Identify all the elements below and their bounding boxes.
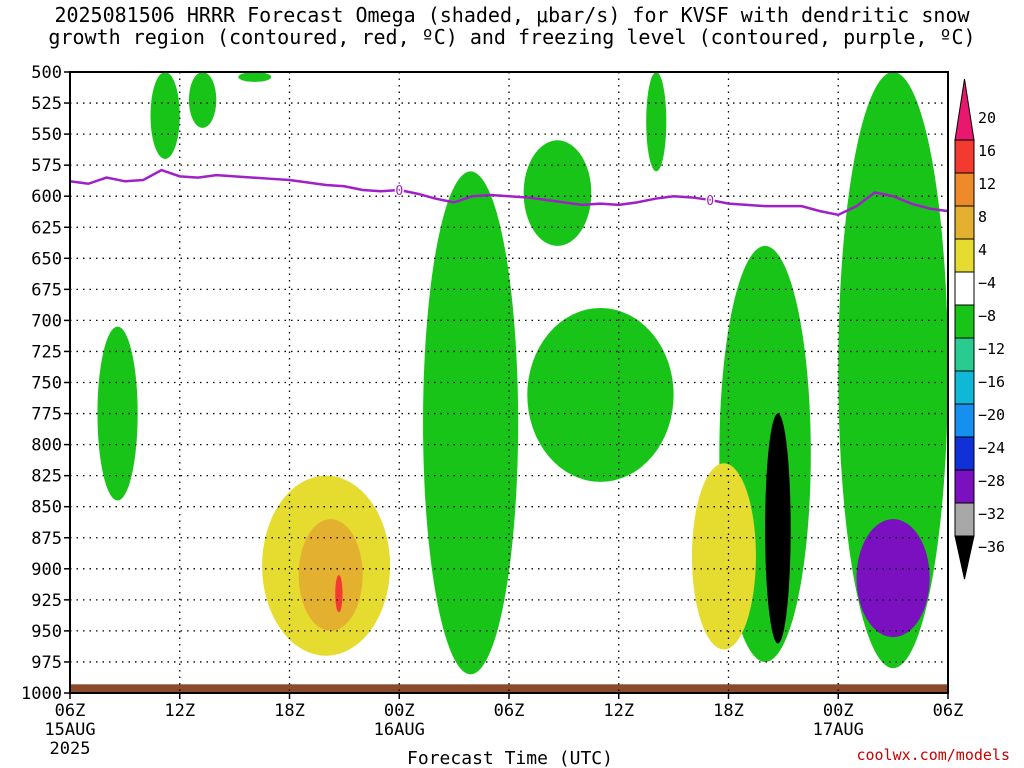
colorbar-swatch [954,205,975,240]
y-tick-label: 850 [31,498,62,518]
y-tick-label: 750 [31,374,62,394]
omega-region-5 [523,140,592,246]
y-tick-label: 700 [31,311,62,331]
colorbar-swatch [954,139,975,174]
y-tick-label: 975 [31,653,62,673]
colorbar-label: −32 [978,505,1005,523]
chart-title: 2025081506 HRRR Forecast Omega (shaded, … [48,3,976,49]
x-tick-label: 06Z [933,701,964,721]
x-tick-label: 06Z [55,701,86,721]
omega-region-6 [527,307,674,482]
colorbar-label: −28 [978,472,1005,490]
x-tick-label: 00Z [384,701,415,721]
x-tick-label: 12Z [164,701,195,721]
colorbar-swatch [954,337,975,372]
x-tick-label: 06Z [494,701,525,721]
y-tick-label: 525 [31,94,62,114]
y-tick-label: 625 [31,218,62,238]
omega-region-0 [97,326,138,501]
omega-region-9 [838,72,948,669]
omega-region-12 [335,575,343,613]
x-tick-label: 18Z [274,701,305,721]
omega-region-3 [238,72,272,82]
colorbar-label: 12 [978,175,996,193]
omega-region-13 [691,463,756,650]
y-tick-label: 825 [31,467,62,487]
y-tick-label: 500 [31,63,62,83]
y-tick-label: 875 [31,529,62,549]
colorbar-swatch [954,502,975,537]
y-tick-label: 575 [31,156,62,176]
omega-region-14 [765,413,791,644]
freezing-level-line [69,168,949,217]
freezing-level-label: 0 [395,184,403,199]
colorbar-swatch [954,436,975,471]
colorbar-swatch [954,370,975,405]
x-axis-label: Forecast Time (UTC) [407,748,613,768]
credit-text: coolwx.com/models [856,746,1010,764]
x-tick-label: 12Z [603,701,634,721]
y-tick-label: 600 [31,187,62,207]
y-tick-label: 800 [31,436,62,456]
omega-region-15 [856,519,930,638]
colorbar-swatch [954,304,975,339]
colorbar-swatch [954,238,975,273]
colorbar-label: 4 [978,241,987,259]
x-date-label: 16AUG [374,720,425,740]
y-tick-label: 950 [31,622,62,642]
y-tick-label: 675 [31,280,62,300]
colorbar-label: −16 [978,373,1005,391]
colorbar-label: −20 [978,406,1005,424]
colorbar-swatch [954,403,975,438]
x-tick-label: 00Z [823,701,854,721]
y-tick-label: 775 [31,405,62,425]
colorbar-label: 20 [978,109,996,127]
colorbar-label: −24 [978,439,1005,457]
y-tick-label: 550 [31,125,62,145]
y-tick-label: 725 [31,342,62,362]
x-date-label: 2025 [50,739,91,759]
x-tick-label: 18Z [713,701,744,721]
x-date-label: 15AUG [44,720,95,740]
colorbar-swatch [954,271,975,306]
colorbar-label: −8 [978,307,996,325]
colorbar-label: −4 [978,274,996,292]
colorbar-swatch [954,172,975,207]
omega-region-1 [150,72,180,159]
x-date-label: 17AUG [813,720,864,740]
omega-region-11 [298,519,363,631]
colorbar-bottom-arrow [954,535,975,580]
omega-region-2 [188,72,217,128]
y-tick-label: 1000 [21,684,62,704]
omega-region-4 [423,171,519,675]
colorbar-label: 8 [978,208,987,226]
freezing-level-label: 0 [706,194,714,209]
colorbar-label: −12 [978,340,1005,358]
colorbar-label: 16 [978,142,996,160]
y-tick-label: 925 [31,591,62,611]
omega-region-7 [646,72,667,172]
y-tick-label: 900 [31,560,62,580]
colorbar-swatch [954,469,975,504]
colorbar-label: −36 [978,538,1005,556]
ground-strip [70,684,948,693]
y-tick-label: 650 [31,249,62,269]
colorbar-top-arrow [954,78,975,141]
